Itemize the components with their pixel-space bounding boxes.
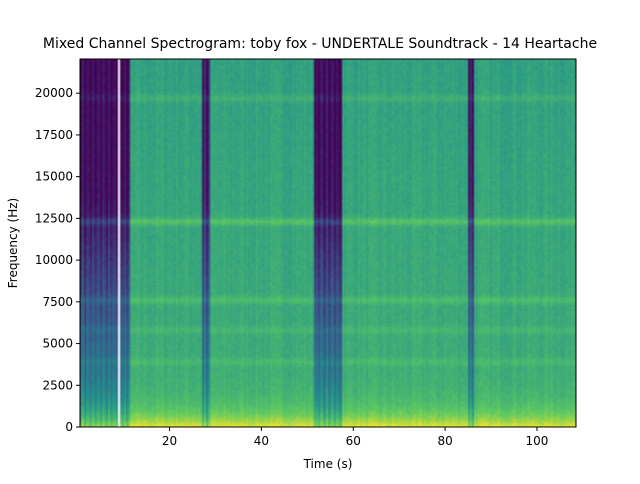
chart-title: Mixed Channel Spectrogram: toby fox - UN… [43, 36, 597, 52]
y-tick-label: 0 [65, 420, 73, 434]
y-tick-label: 15000 [35, 170, 73, 184]
y-tick-label: 10000 [35, 253, 73, 267]
y-tick-label: 2500 [42, 378, 73, 392]
x-tick-label: 100 [526, 434, 549, 448]
y-tick-label: 17500 [35, 128, 73, 142]
y-tick-label: 12500 [35, 211, 73, 225]
y-axis: 0 2500 5000 7500 10000 12500 15000 17500 20000 [35, 86, 80, 434]
y-tick-label: 20000 [35, 86, 73, 100]
spectrogram-image [80, 59, 576, 427]
x-tick-label: 60 [346, 434, 361, 448]
x-tick-label: 80 [437, 434, 452, 448]
y-tick-label: 5000 [42, 337, 73, 351]
x-axis: 20 40 60 80 100 [162, 427, 549, 448]
plot-area [79, 58, 577, 428]
y-tick-label: 7500 [42, 295, 73, 309]
x-tick-label: 20 [162, 434, 177, 448]
x-axis-label: Time (s) [303, 457, 353, 471]
y-axis-label: Frequency (Hz) [6, 198, 20, 289]
axes-frame [79, 58, 577, 428]
x-tick-label: 40 [254, 434, 269, 448]
